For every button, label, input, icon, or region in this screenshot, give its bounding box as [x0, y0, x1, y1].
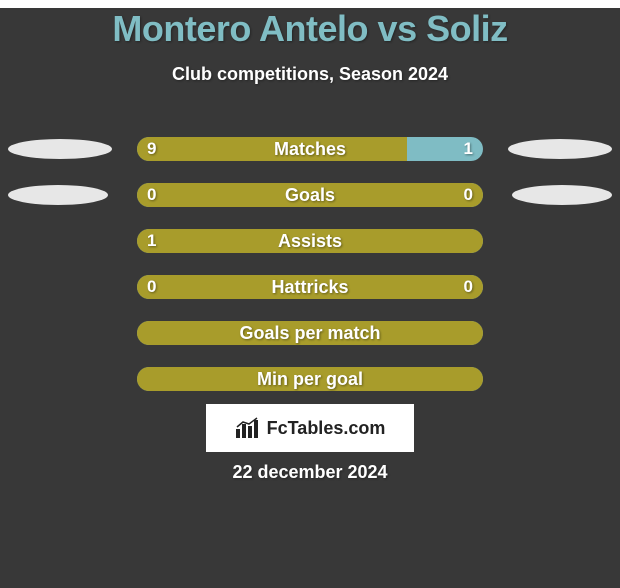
stat-label: Min per goal	[137, 367, 483, 391]
stat-label: Goals per match	[137, 321, 483, 345]
brand-text: FcTables.com	[267, 418, 386, 439]
stat-label: Assists	[137, 229, 483, 253]
table-row: Hattricks0 0	[0, 264, 620, 310]
stat-bar: Hattricks0 0	[137, 275, 483, 299]
ellipse-left	[8, 185, 108, 205]
table-row: Matches9 1	[0, 126, 620, 172]
stat-value-left: 9	[137, 137, 166, 161]
stat-value-left: 0	[137, 275, 166, 299]
ellipse-left	[8, 139, 112, 159]
stat-bar: Min per goal	[137, 367, 483, 391]
stat-value-left: 0	[137, 183, 166, 207]
table-row: Min per goal	[0, 356, 620, 402]
stat-bar: Matches9 1	[137, 137, 483, 161]
brand-badge: FcTables.com	[206, 404, 414, 452]
stat-label: Hattricks	[137, 275, 483, 299]
stat-bar: Assists1	[137, 229, 483, 253]
stat-value-right: 1	[454, 137, 483, 161]
comparison-chart: Matches91Goals00Assists1Hattricks00Goals…	[0, 126, 620, 402]
table-row: Goals0 0	[0, 172, 620, 218]
table-row: Goals per match	[0, 310, 620, 356]
stat-value-left: 1	[137, 229, 166, 253]
ellipse-right	[512, 185, 612, 205]
stat-value-right: 0	[454, 275, 483, 299]
date-text: 22 december 2024	[0, 462, 620, 483]
chart-icon	[235, 417, 261, 439]
stat-label: Matches	[137, 137, 483, 161]
ellipse-right	[508, 139, 612, 159]
stat-label: Goals	[137, 183, 483, 207]
table-row: Assists1	[0, 218, 620, 264]
stat-bar: Goals0 0	[137, 183, 483, 207]
page-root: Montero Antelo vs Soliz Club competition…	[0, 8, 620, 588]
page-subtitle: Club competitions, Season 2024	[0, 64, 620, 85]
stat-value-right: 0	[454, 183, 483, 207]
page-title: Montero Antelo vs Soliz	[0, 8, 620, 50]
stat-bar: Goals per match	[137, 321, 483, 345]
